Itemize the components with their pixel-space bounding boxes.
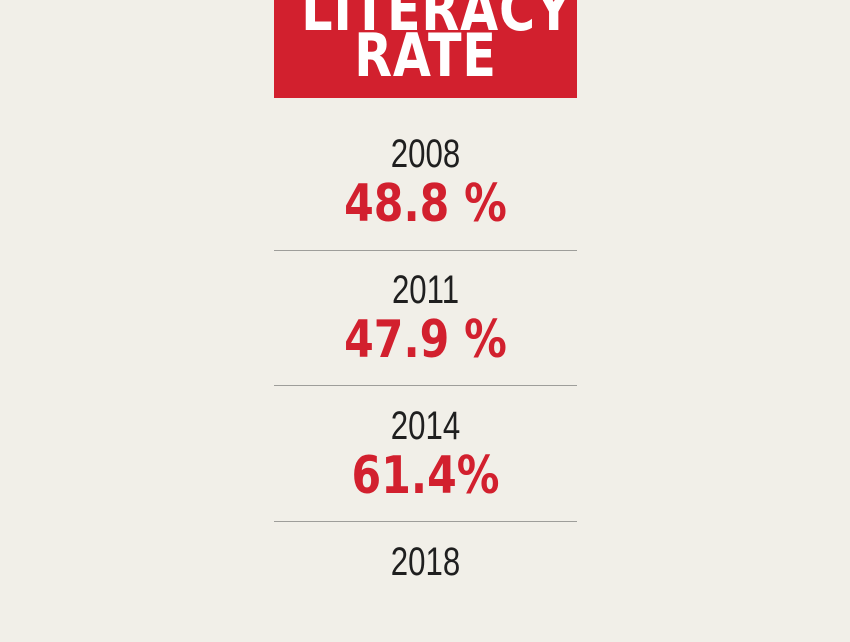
entry-2014: 2014 61.4% bbox=[274, 370, 577, 506]
entry-2018: 2018 bbox=[274, 506, 577, 642]
divider bbox=[274, 521, 577, 522]
divider bbox=[274, 385, 577, 386]
entry-year: 2018 bbox=[390, 540, 461, 584]
divider bbox=[274, 250, 577, 251]
entry-rate: 61.4% bbox=[351, 446, 500, 506]
entry-rate: 48.8 % bbox=[344, 174, 507, 234]
entry-2011: 2011 47.9 % bbox=[274, 234, 577, 370]
title-line-1: LITERACY bbox=[301, 0, 573, 45]
title-banner: LITERACY RATE bbox=[274, 0, 577, 98]
entry-year: 2014 bbox=[390, 404, 461, 448]
entry-2008: 2008 48.8 % bbox=[274, 98, 577, 234]
entry-year: 2011 bbox=[391, 268, 460, 312]
entry-year: 2008 bbox=[390, 132, 461, 176]
title-line-2: RATE bbox=[354, 21, 497, 91]
entry-rate: 47.9 % bbox=[344, 310, 507, 370]
